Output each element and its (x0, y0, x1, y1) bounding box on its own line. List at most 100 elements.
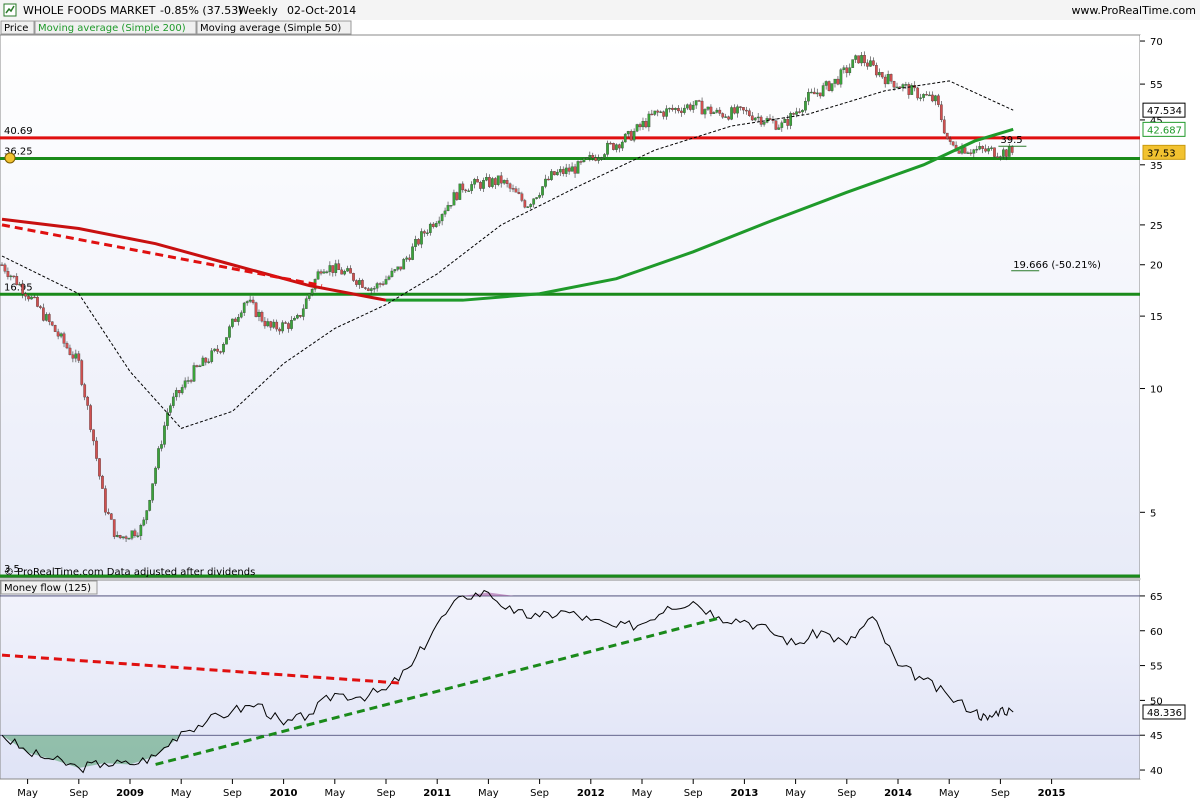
candle-body (160, 444, 163, 449)
x-tick-label: 2012 (577, 788, 605, 799)
candle-body (774, 120, 778, 130)
candle-body (151, 483, 154, 501)
candle-body (866, 62, 869, 67)
candle-body (685, 104, 689, 109)
candle-body (680, 110, 683, 113)
candle-body (74, 353, 78, 359)
legend-price-box[interactable] (0, 20, 35, 35)
legend-price: Price (4, 23, 28, 34)
price-plot: 40.69 36.25 16.95 3.5 39.5 19.666 (-50.21%) (0, 51, 1140, 578)
candle-body (106, 512, 110, 514)
candle-body (33, 296, 36, 299)
candle-body (564, 167, 568, 174)
mf-current-tag-label: 48.336 (1147, 708, 1182, 719)
alert-bell-icon (4, 152, 16, 164)
indicator-panel[interactable] (0, 579, 1141, 780)
candle-body (417, 239, 420, 245)
candle-body (632, 131, 636, 141)
legend-ma50-box[interactable] (196, 20, 352, 35)
mf-current-tag-box (1142, 704, 1186, 720)
candle-body (50, 321, 54, 326)
candle-body (21, 283, 25, 295)
candle-body (821, 85, 825, 97)
candle-body (810, 91, 813, 94)
candle-body (677, 108, 680, 112)
candle-body (827, 81, 831, 91)
candle-body (612, 143, 615, 150)
candle-body (647, 113, 651, 128)
candle-body (886, 74, 890, 85)
candle-body (458, 183, 462, 200)
candle-body (461, 183, 465, 191)
candle-body (1007, 146, 1011, 157)
candle-body (42, 307, 45, 321)
candle-body (59, 333, 63, 337)
candle-body (104, 488, 107, 513)
candle-body (322, 271, 326, 274)
candle-body (650, 113, 654, 116)
candle-body (618, 144, 621, 149)
candle-body (163, 425, 166, 445)
candle-body (709, 106, 713, 114)
candle-body (139, 525, 143, 536)
price-tick-label: 25 (1150, 221, 1163, 232)
money-flow-axis-ticks: 65 60 55 50 45 40 48.336 (1140, 592, 1186, 777)
mf-oversold-fill (2, 735, 1014, 768)
candle-body (582, 158, 586, 163)
candle-body (154, 467, 157, 484)
candle-body (92, 429, 95, 442)
x-tick-label: May (785, 788, 806, 799)
mf-tick-label: 45 (1150, 731, 1163, 742)
x-tick-label: May (478, 788, 499, 799)
candle-body (937, 95, 940, 105)
candle-body (296, 315, 299, 319)
candle-body (966, 152, 970, 154)
candle-body (352, 273, 355, 281)
candle-body (207, 361, 211, 363)
candle-body (815, 92, 819, 95)
candle-body (742, 107, 745, 111)
candle-body (83, 384, 87, 398)
indicator-title-box[interactable] (0, 580, 98, 595)
candle-body (511, 188, 515, 190)
candle-body (656, 110, 660, 113)
legend-ma200-box[interactable] (34, 20, 197, 35)
candle-body (895, 86, 899, 89)
candle-body (957, 150, 961, 154)
price-panel[interactable] (0, 34, 1141, 579)
candle-body (845, 67, 849, 74)
candle-body (869, 60, 872, 67)
ma200-line-rising (386, 127, 1014, 302)
candle-body (219, 351, 222, 353)
candle-body (204, 357, 208, 363)
candle-body (378, 283, 382, 285)
candle-body (928, 94, 931, 97)
candle-body (597, 157, 601, 161)
candle-body (668, 107, 671, 110)
candle-body (541, 186, 544, 196)
price-tick-label: 55 (1150, 80, 1163, 91)
candle-body (98, 458, 101, 477)
candle-body (254, 302, 258, 317)
x-tick-label: Sep (837, 788, 856, 799)
candle-body (948, 138, 952, 142)
candle-body (124, 536, 128, 539)
candle-body (245, 301, 249, 304)
candle-body (898, 86, 902, 89)
candle-body (942, 119, 946, 134)
candle-body (854, 55, 858, 60)
candle-body (390, 270, 394, 277)
candle-body (239, 312, 243, 318)
candle-body (620, 141, 624, 149)
candle-body (547, 178, 550, 181)
annotation-label: 39.5 (1000, 135, 1022, 146)
candle-body (975, 148, 979, 151)
candle-body (234, 318, 237, 322)
level-label: 40.69 (4, 126, 33, 137)
candle-body (171, 396, 175, 406)
candle-body (56, 331, 60, 337)
legend-ma50: Moving average (Simple 50) (200, 23, 341, 34)
header-bar (0, 0, 1200, 20)
price-tick-label: 15 (1150, 312, 1163, 323)
mf-overbought-fill (2, 592, 1014, 596)
